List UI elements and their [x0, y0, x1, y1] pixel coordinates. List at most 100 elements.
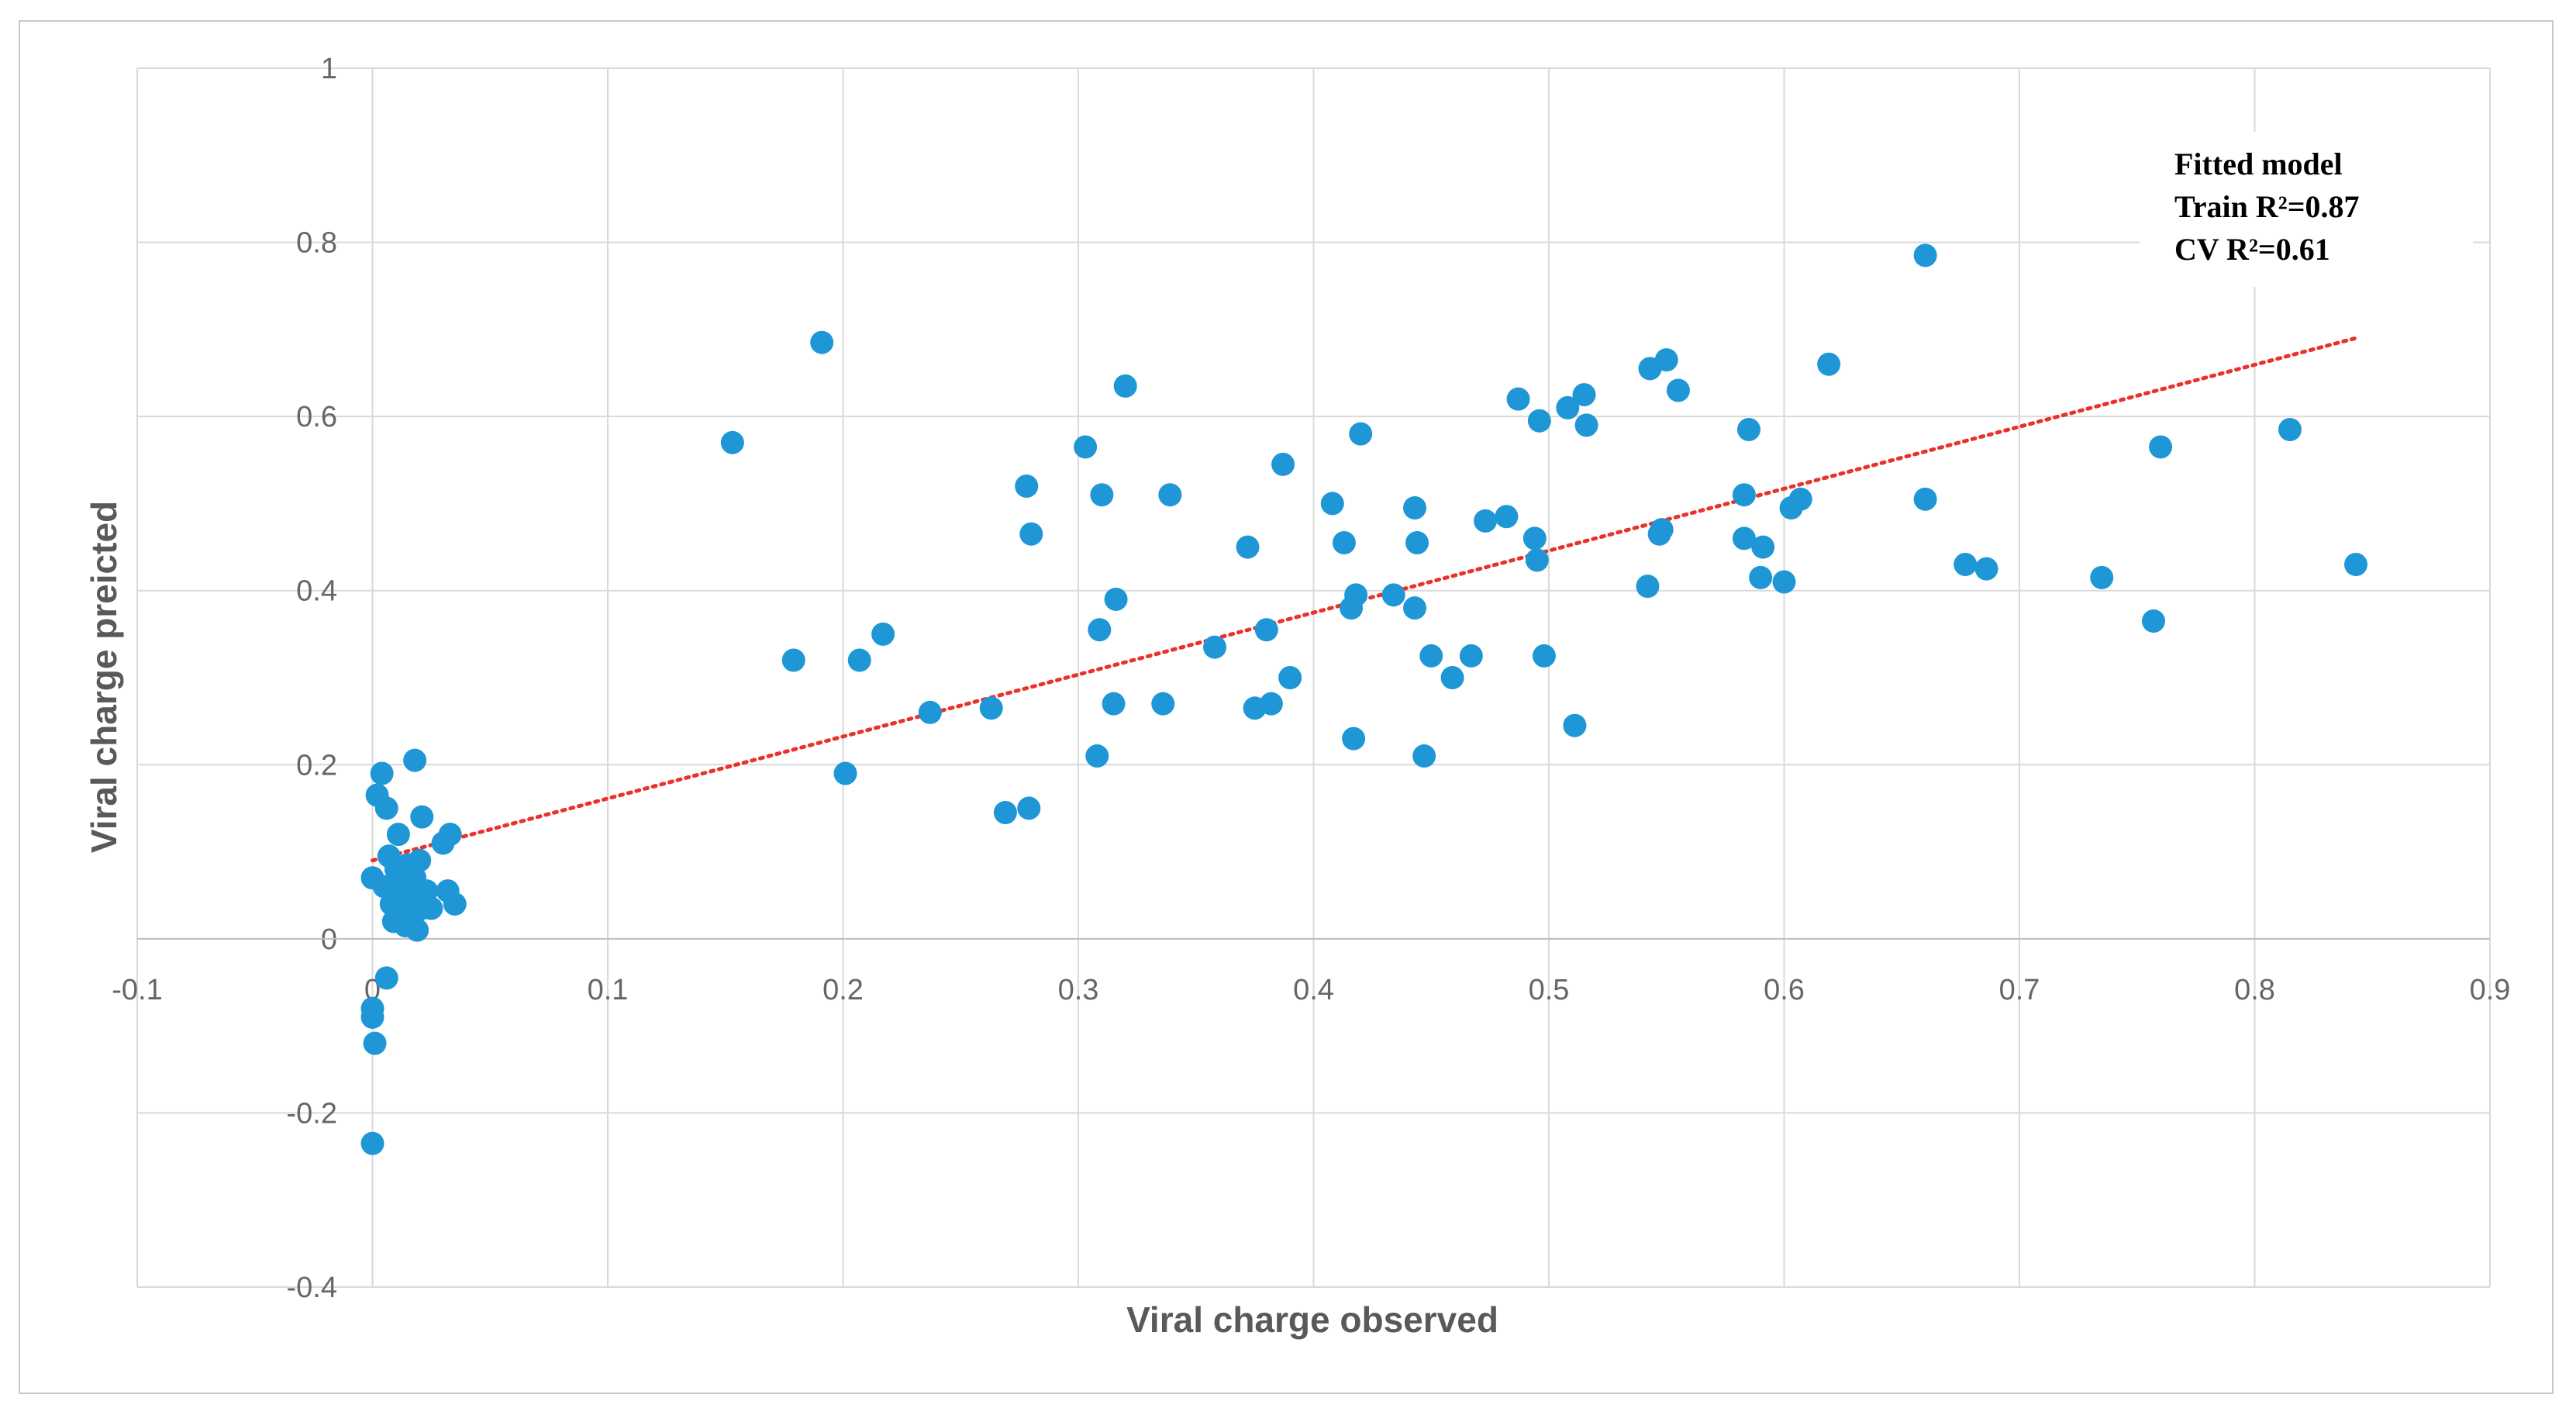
x-axis-title: Viral charge observed	[1126, 1299, 1498, 1340]
data-point	[1151, 692, 1175, 716]
chart-frame	[19, 20, 2554, 1394]
data-point	[1495, 505, 1519, 529]
data-point	[1158, 483, 1182, 507]
data-point	[374, 966, 398, 990]
data-point	[1788, 487, 1812, 511]
annotation-line-cv: CV R²=0.61	[2174, 232, 2330, 267]
data-point	[1506, 387, 1530, 411]
data-point	[1074, 435, 1098, 459]
data-point	[2149, 435, 2173, 459]
data-point	[1556, 395, 1580, 419]
data-point	[918, 700, 942, 724]
data-point	[810, 330, 834, 354]
data-point	[1271, 452, 1295, 476]
data-point	[1381, 583, 1405, 607]
data-point	[1732, 483, 1756, 507]
annotation-line-model: Fitted model	[2174, 147, 2343, 181]
data-point	[1259, 692, 1283, 716]
data-point	[1419, 644, 1443, 668]
data-point	[1320, 492, 1344, 516]
data-point	[1236, 535, 1260, 559]
data-point	[1104, 587, 1128, 611]
data-point	[1817, 352, 1841, 376]
data-point	[1650, 518, 1674, 542]
annotation-background	[2140, 132, 2473, 287]
y-tick-label: 0.4	[296, 575, 337, 608]
data-point	[1749, 565, 1773, 589]
data-point	[1332, 530, 1356, 554]
data-point	[2344, 553, 2368, 577]
data-point	[1913, 243, 1937, 267]
y-tick-label: 0.2	[296, 749, 337, 782]
y-tick-label: 1	[321, 53, 337, 85]
y-tick-label: 0.8	[296, 227, 337, 260]
x-tick-label: 0.2	[822, 974, 864, 1006]
data-point	[415, 879, 439, 903]
data-point	[993, 801, 1017, 825]
data-point	[403, 748, 427, 772]
data-point	[1342, 726, 1366, 751]
data-point	[410, 805, 434, 829]
data-point	[1666, 378, 1690, 402]
data-point	[1563, 713, 1587, 737]
data-point	[720, 430, 744, 454]
data-point	[1474, 509, 1498, 533]
y-tick-label: -0.2	[287, 1097, 337, 1130]
data-point	[1440, 666, 1464, 689]
y-tick-label: -0.4	[287, 1272, 337, 1304]
annotation-line-train: Train R²=0.87	[2174, 189, 2360, 224]
data-point	[1732, 526, 1756, 550]
x-tick-label: 0.9	[2470, 974, 2511, 1006]
data-point	[1344, 583, 1368, 607]
data-point	[1654, 348, 1678, 372]
data-point	[1954, 553, 1978, 577]
data-points	[360, 243, 2368, 1155]
x-tick-label: 0.4	[1293, 974, 1334, 1006]
data-point	[1085, 744, 1109, 768]
data-point	[833, 761, 857, 785]
data-point	[370, 761, 394, 785]
x-tick-label: 0.1	[588, 974, 629, 1006]
data-point	[1412, 744, 1436, 768]
data-point	[1736, 417, 1760, 441]
data-point	[847, 648, 871, 672]
data-point	[386, 823, 410, 847]
data-point	[443, 892, 467, 916]
data-point	[1113, 374, 1137, 398]
data-point	[979, 696, 1003, 720]
data-point	[1102, 692, 1126, 716]
gridlines	[136, 67, 2491, 1288]
data-point	[360, 1131, 385, 1155]
fit-annotation: Fitted model Train R²=0.87 CV R²=0.61	[2140, 132, 2473, 287]
data-point	[1088, 618, 1112, 642]
data-point	[2141, 609, 2165, 633]
data-point	[1017, 796, 1041, 820]
data-point	[363, 1031, 387, 1055]
data-point	[1636, 575, 1660, 599]
y-axis-title: Viral charge preicted	[84, 501, 124, 853]
data-point	[1525, 548, 1549, 572]
data-point	[1574, 413, 1598, 437]
data-point	[1751, 535, 1775, 559]
data-point	[1090, 483, 1114, 507]
data-point	[1974, 557, 1998, 581]
data-point	[396, 870, 420, 894]
x-tick-label: 0.3	[1058, 974, 1099, 1006]
data-point	[781, 648, 805, 672]
data-point	[360, 1005, 385, 1029]
x-tick-label: -0.1	[112, 974, 162, 1006]
data-point	[1403, 596, 1427, 620]
data-point	[2090, 565, 2114, 589]
data-point	[1403, 496, 1427, 520]
x-tick-label: 0.8	[2234, 974, 2275, 1006]
data-point	[1019, 522, 1043, 546]
data-point	[374, 796, 398, 820]
data-point	[1913, 487, 1937, 511]
data-point	[1278, 666, 1302, 689]
data-point	[1772, 570, 1796, 594]
data-point	[1527, 409, 1551, 433]
data-point	[871, 622, 895, 646]
data-point	[408, 848, 432, 872]
x-tick-label: 0.7	[1999, 974, 2040, 1006]
